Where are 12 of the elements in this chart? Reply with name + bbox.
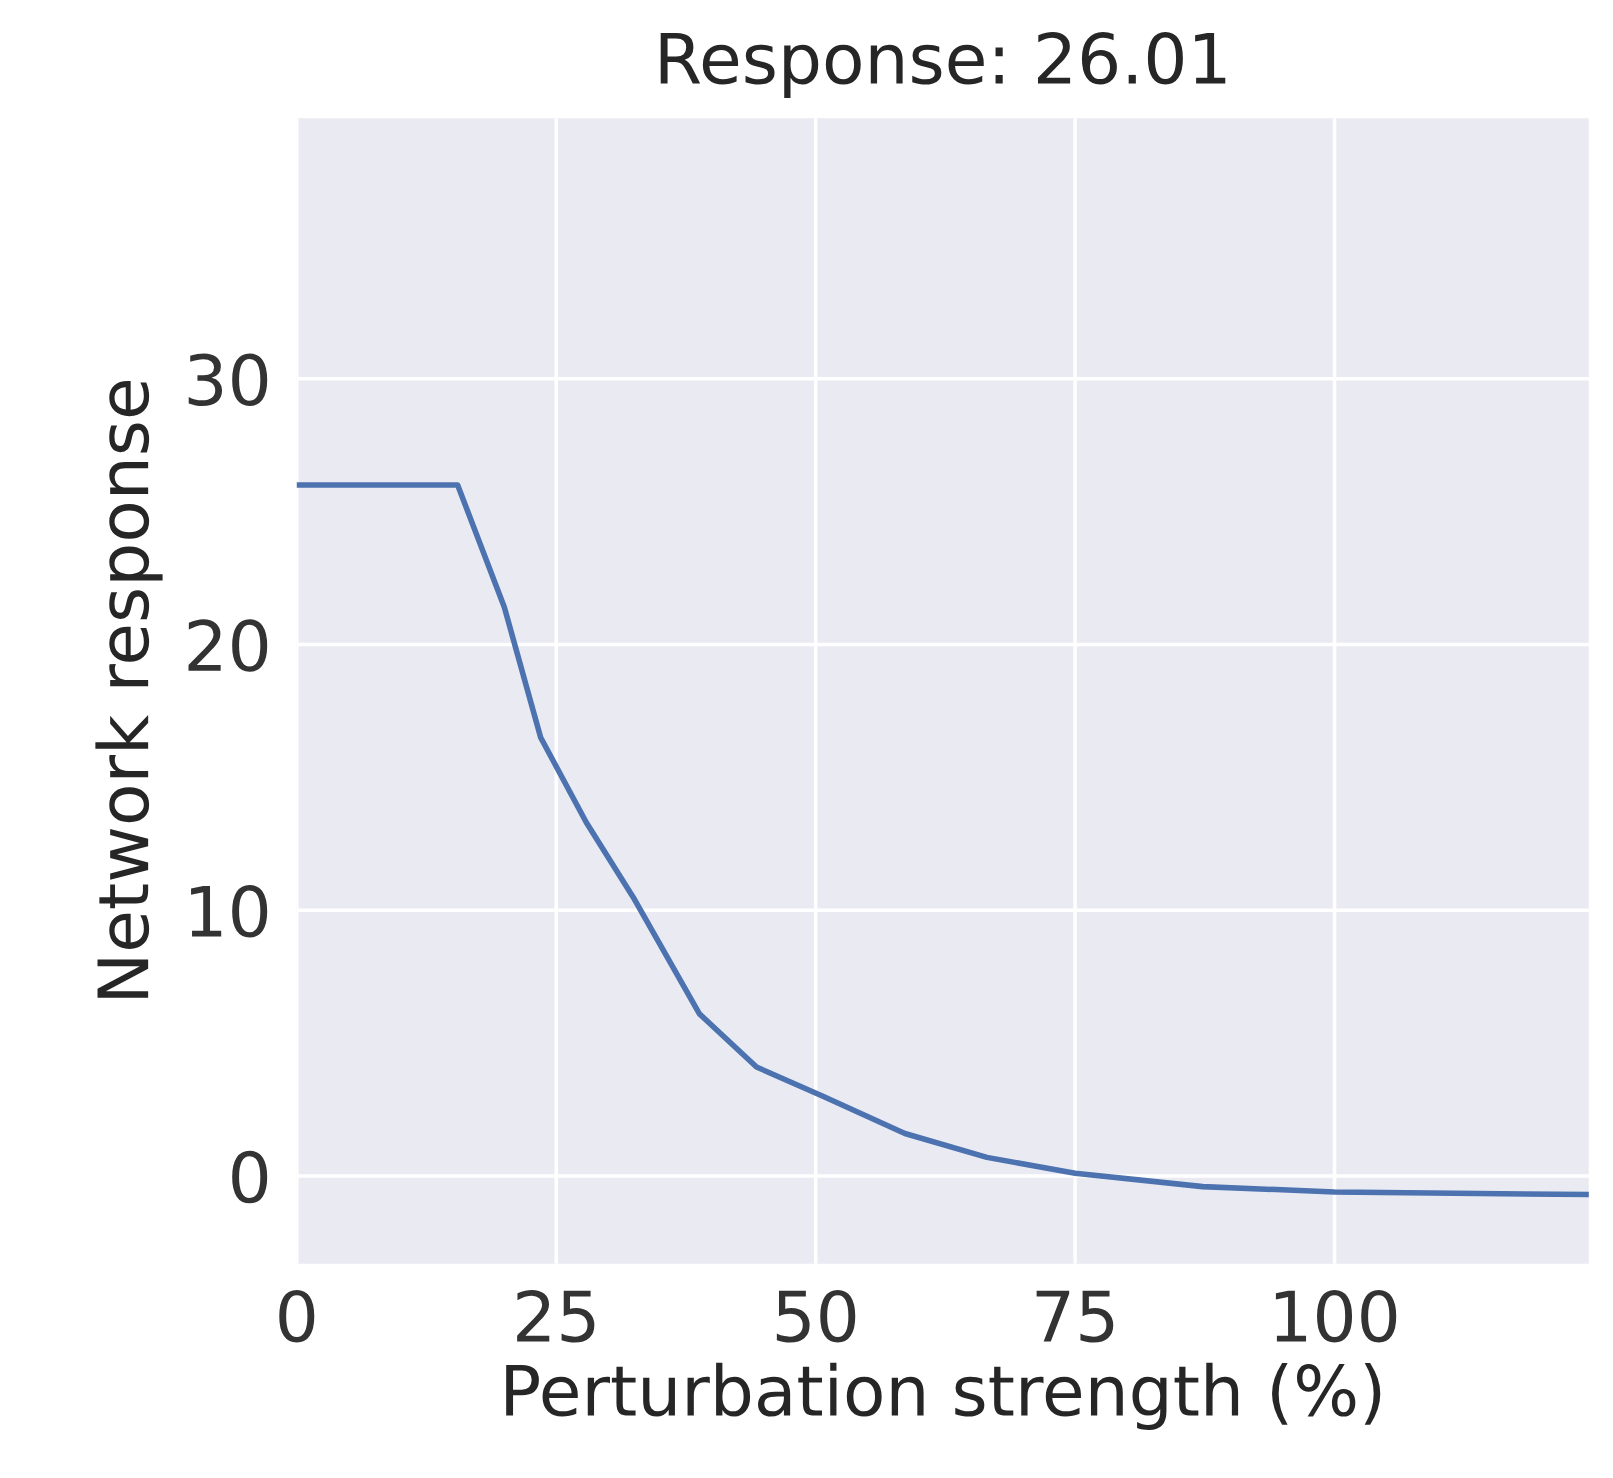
chart-title: Response: 26.01 — [660, 31, 1226, 98]
x-tick-label: 0 — [279, 1289, 315, 1343]
y-tick-label: 10 — [191, 885, 268, 938]
y-axis-title: Network response — [95, 380, 163, 998]
y-tick-label: 20 — [188, 619, 268, 672]
x-tick-label: 50 — [776, 1289, 856, 1343]
x-axis-title: Perturbation strength (%) — [506, 1362, 1381, 1431]
x-tick-label: 100 — [1275, 1289, 1397, 1343]
x-tick-label: 25 — [517, 1289, 595, 1343]
y-tick-label: 30 — [188, 353, 268, 407]
y-tick-label: 0 — [232, 1150, 268, 1204]
x-tick-label: 75 — [1036, 1290, 1114, 1343]
